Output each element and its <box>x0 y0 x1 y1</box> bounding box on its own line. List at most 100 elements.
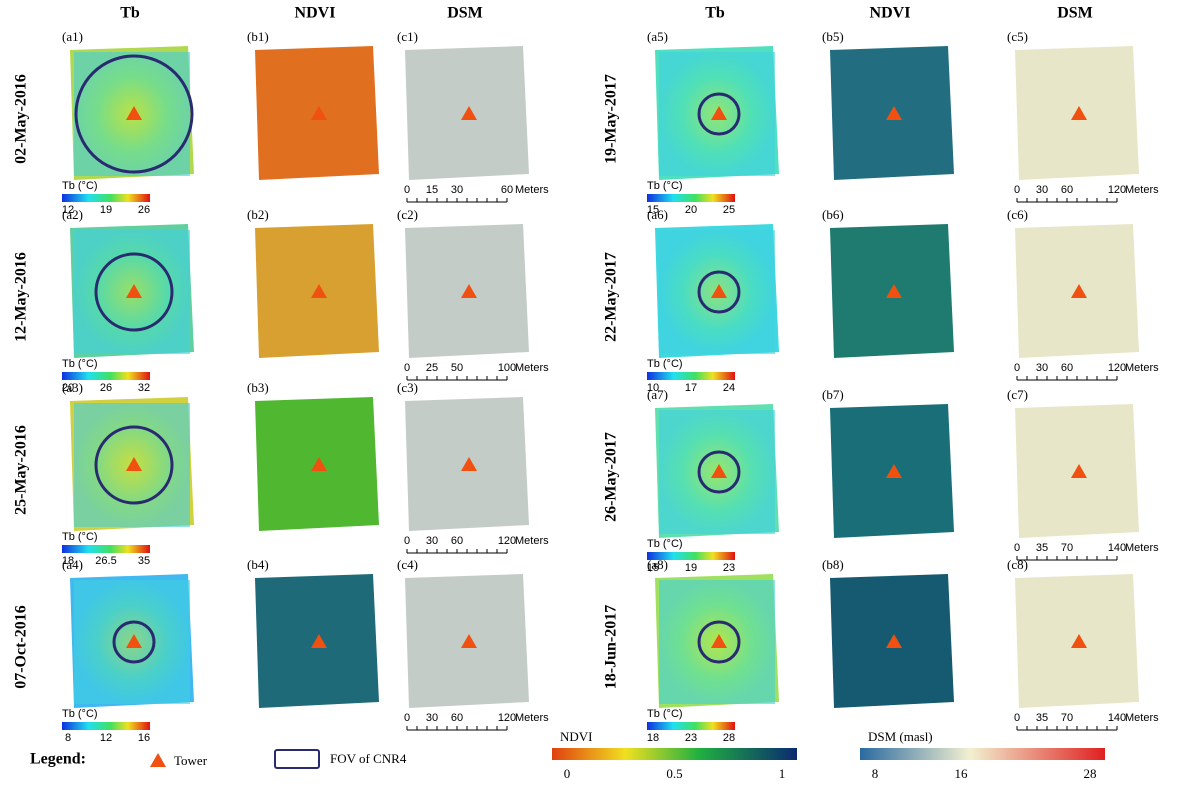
column-header: DSM <box>447 5 483 22</box>
panel-label: (c7) <box>1007 387 1028 402</box>
colorbar <box>647 194 735 202</box>
colorbar <box>62 194 150 202</box>
scale-label: 15 <box>426 184 438 196</box>
scale-label: 0 <box>404 535 410 547</box>
scale-label: 30 <box>1036 184 1048 196</box>
legend-label: Tower <box>174 753 208 768</box>
panel-label: (b8) <box>822 557 844 572</box>
colorbar-title: Tb (°C) <box>647 180 683 192</box>
panel-label: (a4) <box>62 557 83 572</box>
panel-label: (b6) <box>822 207 844 222</box>
panel-label: (b2) <box>247 207 269 222</box>
colorbar-tick: 28 <box>723 732 735 744</box>
scale-label: 0 <box>1014 712 1020 724</box>
colorbar-tick: 16 <box>138 732 150 744</box>
legend-colorbar-tick: 16 <box>955 766 969 781</box>
panel-label: (a1) <box>62 29 83 44</box>
scale-label: 60 <box>451 535 463 547</box>
scale-label: 70 <box>1061 712 1073 724</box>
scale-label: 0 <box>1014 362 1020 374</box>
colorbar-tick: 25 <box>723 204 735 216</box>
colorbar-title: Tb (°C) <box>62 708 98 720</box>
colorbar-title: Tb (°C) <box>647 708 683 720</box>
date-label: 12-May-2016 <box>13 252 30 342</box>
colorbar <box>62 722 150 730</box>
panel-label: (a8) <box>647 557 668 572</box>
scale-label: 30 <box>451 184 463 196</box>
panel-label: (a7) <box>647 387 668 402</box>
colorbar-tick: 18 <box>647 732 659 744</box>
panel-label: (c4) <box>397 557 418 572</box>
scale-label: 35 <box>1036 712 1048 724</box>
panel-label: (b3) <box>247 380 269 395</box>
colorbar-tick: 19 <box>100 204 112 216</box>
scale-unit: Meters <box>1125 542 1159 554</box>
legend-fov <box>275 750 319 768</box>
scale-label: 140 <box>1108 542 1126 554</box>
panel-label: (c6) <box>1007 207 1028 222</box>
panel-label: (c8) <box>1007 557 1028 572</box>
legend-colorbar-tick: 28 <box>1084 766 1097 781</box>
colorbar <box>647 372 735 380</box>
scale-label: 0 <box>404 362 410 374</box>
legend-colorbar-tick: 1 <box>779 766 786 781</box>
panel-label: (a2) <box>62 207 83 222</box>
panel-label: (c2) <box>397 207 418 222</box>
legend-title: Legend: <box>30 751 86 768</box>
scale-label: 0 <box>404 712 410 724</box>
date-label: 02-May-2016 <box>13 74 30 164</box>
scale-label: 70 <box>1061 542 1073 554</box>
figure: TbNDVIDSMTbNDVIDSM02-May-2016(a1)(b1)(c1… <box>0 0 1186 786</box>
scale-label: 0 <box>404 184 410 196</box>
colorbar-tick: 24 <box>723 382 735 394</box>
colorbar-tick: 23 <box>723 562 735 574</box>
panel-label: (b4) <box>247 557 269 572</box>
date-label: 22-May-2017 <box>603 252 620 342</box>
panel-label: (b5) <box>822 29 844 44</box>
date-label: 25-May-2016 <box>13 425 30 515</box>
colorbar-tick: 8 <box>65 732 71 744</box>
scale-label: 60 <box>451 712 463 724</box>
colorbar-title: Tb (°C) <box>647 358 683 370</box>
colorbar-tick: 20 <box>685 204 697 216</box>
colorbar-tick: 17 <box>685 382 697 394</box>
legend-colorbar-tick: 0 <box>564 766 571 781</box>
panel-label: (b1) <box>247 29 269 44</box>
legend-colorbar <box>552 748 797 760</box>
column-header: DSM <box>1057 5 1093 22</box>
column-header: Tb <box>120 5 140 22</box>
legend-tower <box>150 753 166 767</box>
scale-unit: Meters <box>515 184 549 196</box>
scale-label: 140 <box>1108 712 1126 724</box>
panel-label: (b7) <box>822 387 844 402</box>
panel-label: (a6) <box>647 207 668 222</box>
scale-label: 0 <box>1014 542 1020 554</box>
scale-label: 30 <box>426 535 438 547</box>
colorbar-tick: 26.5 <box>95 555 116 567</box>
colorbar-tick: 23 <box>685 732 697 744</box>
column-header: NDVI <box>295 5 336 22</box>
colorbar-tick: 32 <box>138 382 150 394</box>
panel-label: (c1) <box>397 29 418 44</box>
colorbar <box>647 722 735 730</box>
scale-label: 60 <box>1061 362 1073 374</box>
scale-unit: Meters <box>1125 712 1159 724</box>
legend-label: FOV of CNR4 <box>330 751 407 766</box>
colorbar-tick: 12 <box>100 732 112 744</box>
scale-label: 50 <box>451 362 463 374</box>
scale-label: 120 <box>498 535 516 547</box>
colorbar-tick: 35 <box>138 555 150 567</box>
scale-label: 100 <box>498 362 516 374</box>
scale-unit: Meters <box>515 362 549 374</box>
legend-colorbar-title: DSM (masl) <box>868 729 933 744</box>
colorbar <box>62 545 150 553</box>
scale-label: 60 <box>1061 184 1073 196</box>
legend-colorbar-title: NDVI <box>560 729 593 744</box>
scale-unit: Meters <box>515 535 549 547</box>
scale-label: 35 <box>1036 542 1048 554</box>
scale-label: 120 <box>498 712 516 724</box>
panel-label: (a3) <box>62 380 83 395</box>
panel-label: (c5) <box>1007 29 1028 44</box>
legend-colorbar-tick: 0.5 <box>666 766 682 781</box>
scale-label: 60 <box>501 184 513 196</box>
